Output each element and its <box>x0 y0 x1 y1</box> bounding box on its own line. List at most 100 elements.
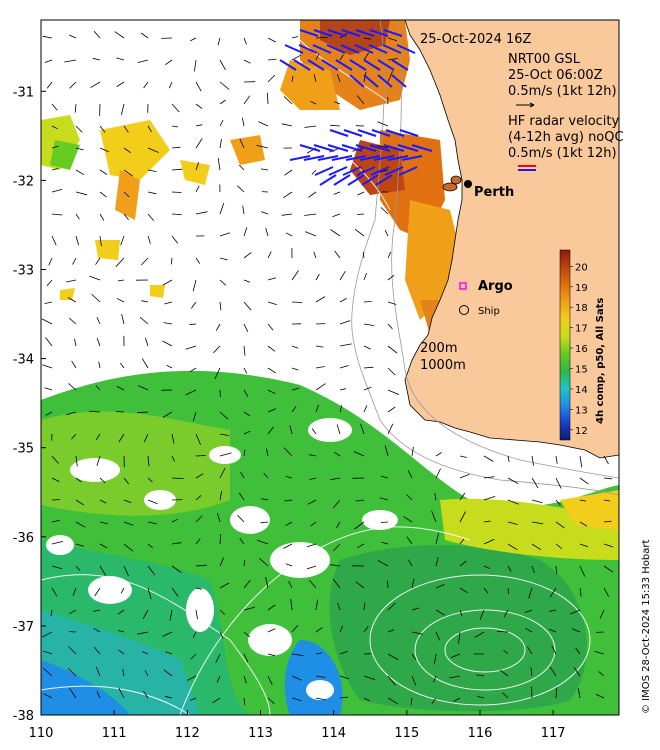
gsl-arrow <box>528 587 533 599</box>
gsl-arrow <box>603 543 614 548</box>
gsl-arrow <box>337 73 341 83</box>
gsl-arrow <box>51 213 63 216</box>
gsl-arrow <box>116 81 125 87</box>
gsl-arrow <box>315 37 328 39</box>
gsl-arrow <box>171 542 182 545</box>
gsl-arrow <box>75 521 86 528</box>
gsl-arrow <box>502 692 509 699</box>
gsl-arrow <box>243 323 249 332</box>
gsl-arrow <box>243 389 249 397</box>
gsl-arrow <box>431 697 437 704</box>
gsl-arrow <box>483 520 491 523</box>
gsl-arrow <box>89 410 101 413</box>
gsl-arrow <box>117 279 125 282</box>
gsl-arrow <box>171 257 173 265</box>
gsl-arrow <box>189 323 197 326</box>
gsl-arrow <box>75 543 84 547</box>
gsl-arrow <box>387 301 397 305</box>
gsl-arrow <box>573 667 581 677</box>
gsl-arrow <box>118 687 125 699</box>
gsl-arrow <box>291 624 299 633</box>
gsl-arrow <box>387 251 392 259</box>
gsl-arrow <box>531 521 544 525</box>
gsl-arrow <box>339 625 344 633</box>
gsl-arrow <box>46 279 53 287</box>
gsl-arrow <box>99 565 107 576</box>
gsl-arrow <box>123 499 132 504</box>
gsl-arrow <box>195 495 202 501</box>
gsl-arrow <box>68 646 77 655</box>
gsl-arrow <box>503 649 509 655</box>
gsl-arrow <box>363 366 374 369</box>
hf-arrow <box>355 29 375 37</box>
gsl-arrow <box>147 455 150 467</box>
gsl-arrow <box>339 405 343 413</box>
gsl-arrow <box>116 57 125 61</box>
gsl-arrow <box>68 317 77 325</box>
gsl-arrow <box>304 213 317 216</box>
gsl-arrow <box>243 606 256 611</box>
gsl-arrow <box>259 558 269 567</box>
gsl-arrow <box>99 191 107 198</box>
gsl-arrow <box>507 587 509 595</box>
gsl-arrow <box>551 645 557 655</box>
gsl-arrow <box>384 230 389 237</box>
gsl-arrow <box>144 670 149 677</box>
gsl-arrow <box>51 565 63 570</box>
gsl-arrow <box>116 297 125 303</box>
gsl-legend-line3: 0.5m/s (1kt 12h) <box>508 84 617 99</box>
gsl-arrow <box>190 697 197 701</box>
gsl-arrow <box>291 406 297 413</box>
gsl-arrow <box>435 631 441 641</box>
gsl-arrow <box>387 629 395 633</box>
gsl-arrow <box>283 191 293 199</box>
gsl-arrow <box>483 565 490 569</box>
gsl-arrow <box>267 367 277 374</box>
gsl-arrow <box>44 59 53 63</box>
gsl-arrow <box>336 424 341 435</box>
gsl-arrow <box>266 448 269 457</box>
gsl-arrow <box>51 145 59 149</box>
gsl-arrow <box>357 191 365 196</box>
hf-legend-line1: HF radar velocity <box>508 114 620 129</box>
gsl-arrow <box>117 609 125 615</box>
gsl-arrow <box>571 628 581 633</box>
hf-arrow <box>341 29 361 37</box>
gsl-arrow <box>171 518 178 523</box>
gsl-arrow <box>118 649 125 655</box>
gsl-arrow <box>283 96 293 105</box>
gsl-arrow <box>51 103 58 111</box>
gsl-arrow <box>162 340 173 347</box>
gsl-arrow <box>306 565 317 570</box>
gsl-arrow <box>363 37 372 40</box>
gsl-arrow <box>243 675 247 684</box>
gsl-arrow <box>143 690 149 699</box>
colorbar-tick-label: 14 <box>575 385 588 396</box>
gsl-arrow <box>450 653 461 658</box>
gsl-arrow <box>171 235 179 244</box>
gsl-arrow <box>599 609 605 619</box>
hf-arrow <box>299 29 319 37</box>
hf-arrow <box>375 174 393 186</box>
gsl-arrow <box>267 92 269 105</box>
gsl-arrow <box>310 100 317 105</box>
gsl-arrow <box>147 147 159 153</box>
gsl-arrow <box>243 559 246 567</box>
gsl-arrow <box>339 343 352 347</box>
gsl-arrow <box>313 74 317 83</box>
gsl-arrow <box>168 81 173 89</box>
gsl-arrow <box>123 213 129 221</box>
gsl-arrow <box>356 95 365 105</box>
gsl-arrow <box>577 687 581 699</box>
gsl-arrow <box>163 322 173 325</box>
gsl-arrow <box>355 581 365 589</box>
hf-arrow <box>382 44 402 54</box>
gsl-arrow <box>217 37 221 46</box>
gsl-arrow <box>285 475 293 479</box>
gsl-arrow <box>99 213 105 221</box>
gsl-arrow <box>219 411 229 420</box>
gsl-arrow <box>147 565 156 576</box>
gsl-arrow <box>357 543 365 549</box>
gsl-arrow <box>387 323 393 330</box>
gsl-arrow <box>99 543 108 549</box>
